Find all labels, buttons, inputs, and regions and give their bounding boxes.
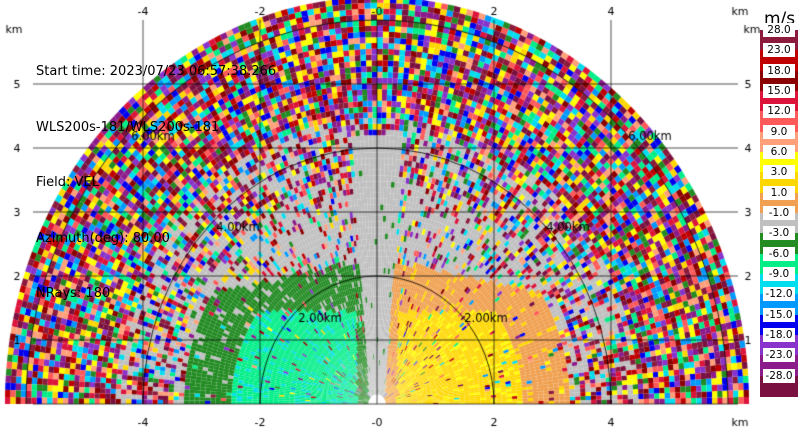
colorbar-label: -15.0 [763,307,795,322]
instrument-text: WLS200s-181/WLS200s-181 [36,119,220,135]
colorbar-label: 12.0 [763,104,795,119]
colorbar-label: 9.0 [763,124,795,139]
colorbar-label: -12.0 [763,287,795,302]
colorbar: 28.0 23.0 18.0 15.0 12.0 9.0 6.0 3.0 1.0 -1.0 -3.0… [760,23,798,397]
colorbar-label: 28.0 [763,23,795,37]
colorbar-label: 1.0 [763,185,795,200]
azimuth-text: Azimuth(deg): 80.00 [36,230,170,246]
start-time-text: Start time: 2023/07/23 06:57:38.266 [36,64,277,79]
info-box: Start time: 2023/07/23 06:57:38.266 WLS2… [36,26,276,322]
colorbar-label: -18.0 [763,328,795,342]
nrays-text: NRays: 180 [36,286,111,301]
colorbar-label: 23.0 [763,43,795,58]
colorbar-label: -28.0 [763,368,795,383]
colorbar-label: -9.0 [763,267,795,281]
colorbar-label: 15.0 [763,84,795,98]
colorbar-label: -23.0 [763,348,795,363]
field-text: Field: VEL [36,175,99,190]
colorbar-label: 3.0 [763,165,795,180]
colorbar-label: -3.0 [763,226,795,241]
colorbar-label: 18.0 [763,63,795,78]
colorbar-label: -6.0 [763,246,795,261]
colorbar-label: -1.0 [763,206,795,220]
colorbar-label: 6.0 [763,145,795,159]
